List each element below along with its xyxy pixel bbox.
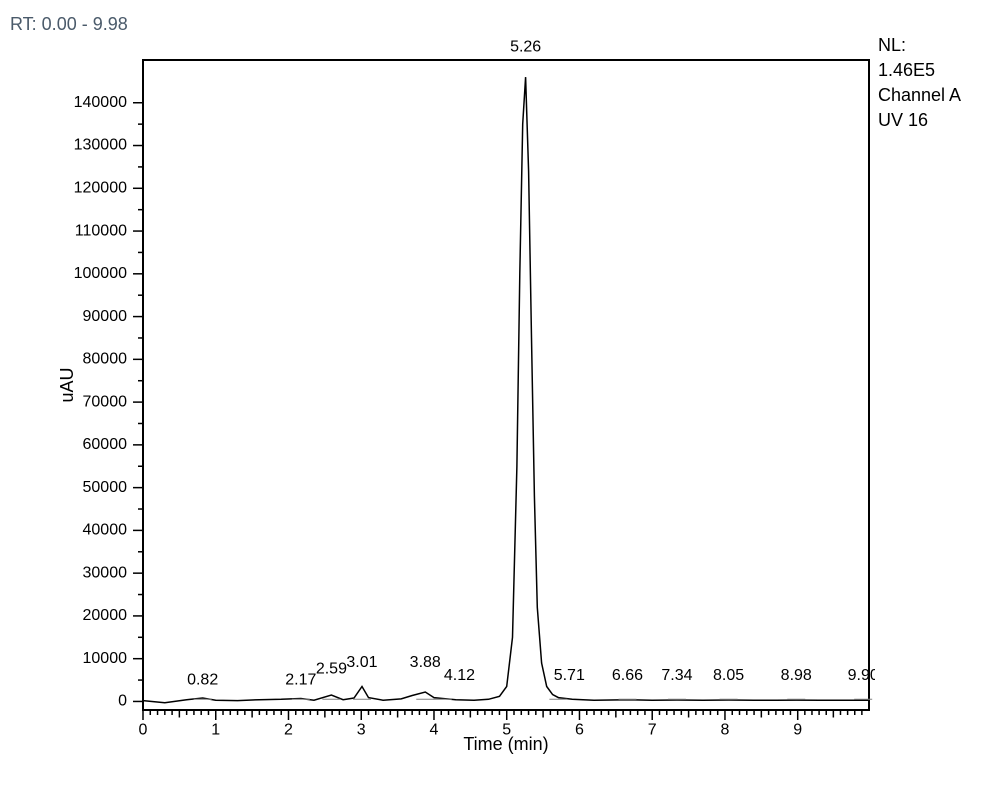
peak-label: 2.17 — [285, 671, 316, 688]
y-tick-label: 20000 — [83, 607, 128, 624]
chromatogram-figure: { "rt_label": "RT: 0.00 - 9.98", "info_b… — [0, 0, 1000, 812]
y-tick-label: 40000 — [83, 522, 128, 539]
peak-label: 8.05 — [713, 667, 744, 684]
y-tick-label: 30000 — [83, 564, 128, 581]
y-tick-label: 50000 — [83, 479, 128, 496]
chromatogram-plot: 0 10000 20000 30000 40000 50000 60000 70000 8000… — [45, 35, 875, 775]
peak-label: 5.26 — [510, 38, 541, 55]
info-detector-label: UV 16 — [878, 110, 928, 131]
x-tick-label: 4 — [430, 721, 439, 738]
y-tick-label: 70000 — [83, 393, 128, 410]
x-tick-label: 9 — [793, 721, 802, 738]
peak-label: 4.12 — [444, 667, 475, 684]
x-tick-label: 8 — [721, 721, 730, 738]
plot-frame — [143, 60, 869, 710]
info-channel-label: Channel A — [878, 85, 961, 106]
y-tick-label: 90000 — [83, 308, 128, 325]
y-tick-label: 0 — [118, 693, 127, 710]
y-tick-label: 60000 — [83, 436, 128, 453]
y-tick-label: 140000 — [74, 94, 127, 111]
x-tick-label: 0 — [139, 721, 148, 738]
info-nl-label: NL: — [878, 35, 906, 56]
peak-label: 3.01 — [346, 654, 377, 671]
x-tick-label: 6 — [575, 721, 584, 738]
y-tick-label: 120000 — [74, 180, 127, 197]
y-tick-label: 10000 — [83, 650, 128, 667]
peak-label: 6.66 — [612, 667, 643, 684]
chromatogram-trace — [143, 77, 869, 703]
y-tick-label: 80000 — [83, 351, 128, 368]
x-axis-title: Time (min) — [463, 734, 548, 754]
y-tick-label: 110000 — [75, 222, 127, 239]
x-tick-label: 2 — [284, 721, 293, 738]
info-nl-value: 1.46E5 — [878, 60, 935, 81]
retention-time-range-label: RT: 0.00 - 9.98 — [10, 14, 128, 35]
peak-label: 8.98 — [781, 667, 812, 684]
y-tick-label: 100000 — [74, 265, 127, 282]
peak-label: 5.71 — [554, 667, 585, 684]
peak-label: 0.82 — [187, 671, 218, 688]
y-axis-title: uAU — [57, 367, 77, 402]
x-tick-label: 7 — [648, 721, 657, 738]
x-tick-label: 3 — [357, 721, 366, 738]
y-tick-label: 130000 — [74, 137, 127, 154]
peak-label: 9.90 — [848, 667, 875, 684]
peak-label: 7.34 — [661, 667, 692, 684]
peak-label: 3.88 — [410, 654, 441, 671]
peak-label: 2.59 — [316, 661, 347, 678]
x-tick-label: 1 — [211, 721, 220, 738]
